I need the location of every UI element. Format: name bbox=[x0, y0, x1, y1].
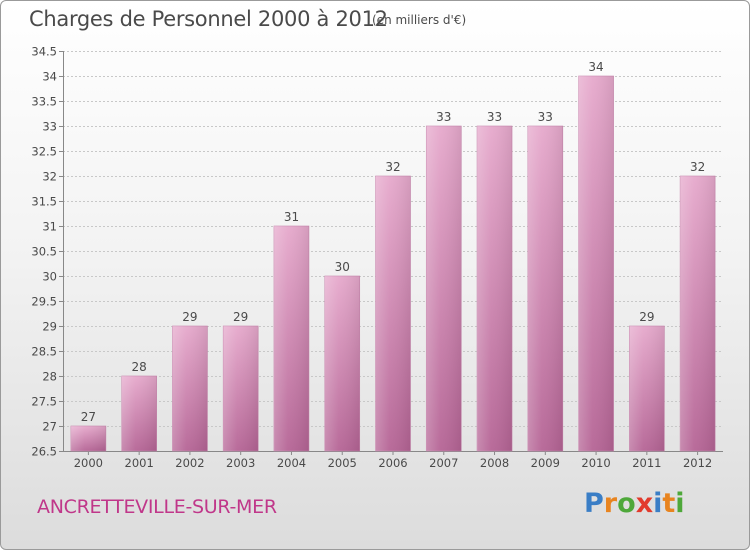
logo-letter: i bbox=[653, 488, 663, 519]
bar-highlight bbox=[629, 326, 665, 451]
logo-letter: P bbox=[584, 488, 604, 519]
x-tick-label: 2005 bbox=[328, 456, 357, 470]
proxiti-logo: Proxiti bbox=[584, 488, 685, 519]
x-tick-label: 2000 bbox=[74, 456, 103, 470]
logo-letter: t bbox=[662, 488, 676, 519]
x-tick-label: 2007 bbox=[429, 456, 458, 470]
logo-letter: o bbox=[617, 488, 636, 519]
y-tick-label: 31.5 bbox=[31, 195, 57, 209]
logo-letter: r bbox=[603, 488, 618, 519]
y-tick-label: 29.5 bbox=[31, 295, 57, 309]
bar-highlight bbox=[172, 326, 208, 451]
y-tick-label: 30 bbox=[42, 270, 57, 284]
data-label: 27 bbox=[81, 410, 96, 424]
y-tick-label: 27.5 bbox=[31, 395, 57, 409]
x-tick-label: 2009 bbox=[531, 456, 560, 470]
chart-title: Charges de Personnel 2000 à 2012 bbox=[29, 7, 388, 31]
y-tick-label: 28 bbox=[42, 370, 57, 384]
y-tick-label: 28.5 bbox=[31, 345, 57, 359]
x-tick-label: 2012 bbox=[683, 456, 712, 470]
bar-highlight bbox=[527, 126, 563, 451]
y-tick-label: 33 bbox=[42, 120, 57, 134]
bar-highlight bbox=[273, 226, 309, 451]
chart-subtitle: (en milliers d'€) bbox=[372, 13, 467, 27]
data-label: 29 bbox=[639, 310, 654, 324]
data-label: 32 bbox=[385, 160, 400, 174]
y-tick-label: 32 bbox=[42, 170, 57, 184]
y-tick-label: 31 bbox=[42, 220, 57, 234]
y-tick-label: 27 bbox=[42, 420, 57, 434]
data-label: 29 bbox=[233, 310, 248, 324]
x-tick-label: 2002 bbox=[175, 456, 204, 470]
y-tick-label: 33.5 bbox=[31, 95, 57, 109]
bar-highlight bbox=[426, 126, 462, 451]
town-name: ANCRETTEVILLE-SUR-MER bbox=[37, 496, 277, 518]
x-tick-label: 2003 bbox=[226, 456, 255, 470]
data-label: 34 bbox=[588, 60, 603, 74]
logo-letter: i bbox=[675, 488, 685, 519]
bar-highlight bbox=[680, 176, 716, 451]
bar-highlight bbox=[70, 426, 106, 451]
bar-highlight bbox=[223, 326, 259, 451]
bar-highlight bbox=[324, 276, 360, 451]
x-tick-label: 2010 bbox=[581, 456, 610, 470]
data-label: 30 bbox=[335, 260, 350, 274]
data-label: 33 bbox=[436, 110, 451, 124]
data-label: 31 bbox=[284, 210, 299, 224]
y-tick-label: 32.5 bbox=[31, 145, 57, 159]
data-label: 33 bbox=[487, 110, 502, 124]
y-tick-label: 29 bbox=[42, 320, 57, 334]
data-label: 28 bbox=[132, 360, 147, 374]
bar-highlight bbox=[477, 126, 513, 451]
y-tick-label: 26.5 bbox=[31, 445, 57, 459]
data-label: 29 bbox=[182, 310, 197, 324]
data-label: 32 bbox=[690, 160, 705, 174]
data-label: 33 bbox=[538, 110, 553, 124]
y-tick-label: 30.5 bbox=[31, 245, 57, 259]
bar-highlight bbox=[375, 176, 411, 451]
y-tick-label: 34.5 bbox=[31, 45, 57, 59]
y-tick-label: 34 bbox=[42, 70, 57, 84]
logo-letter: x bbox=[635, 488, 654, 519]
x-tick-label: 2004 bbox=[277, 456, 306, 470]
bar-highlight bbox=[578, 76, 614, 451]
x-tick-label: 2001 bbox=[125, 456, 154, 470]
x-tick-label: 2008 bbox=[480, 456, 509, 470]
bar-highlight bbox=[121, 376, 157, 451]
x-tick-label: 2011 bbox=[632, 456, 661, 470]
x-tick-label: 2006 bbox=[378, 456, 407, 470]
